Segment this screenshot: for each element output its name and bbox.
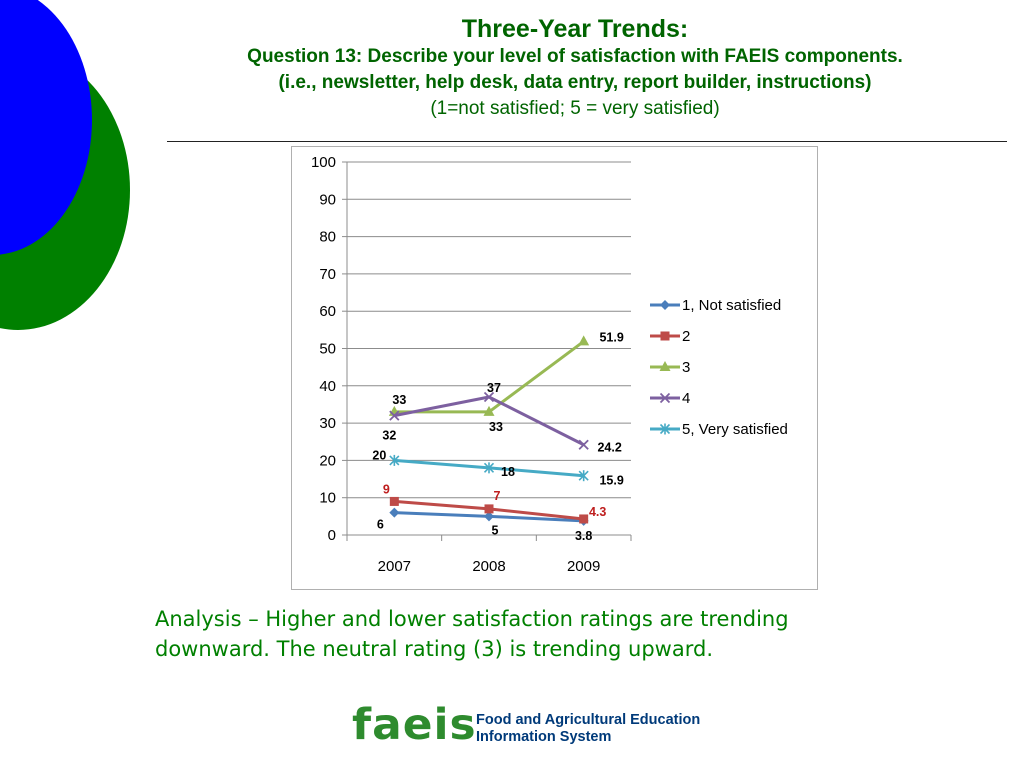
y-tick-label: 70 xyxy=(319,266,336,283)
data-point-marker xyxy=(578,439,589,450)
slide-header: Three-Year Trends: Question 13: Describe… xyxy=(140,14,1010,122)
analysis-line-1: Analysis – Higher and lower satisfaction… xyxy=(155,607,789,631)
data-point-marker xyxy=(578,335,590,346)
legend-swatch-marker xyxy=(659,392,671,404)
diamond-marker-shape xyxy=(389,507,400,518)
square-marker-shape xyxy=(579,514,589,524)
y-tick-label: 30 xyxy=(319,415,336,432)
y-tick-label: 90 xyxy=(319,191,336,208)
data-label: 3.8 xyxy=(575,529,592,543)
legend-item: 5, Very satisfied xyxy=(650,421,788,438)
y-tick-label: 10 xyxy=(319,490,336,507)
data-point-marker xyxy=(389,507,400,518)
header-divider xyxy=(167,141,1007,142)
y-tick-label: 40 xyxy=(319,378,336,395)
triangle-marker-shape xyxy=(578,335,590,346)
data-label: 5 xyxy=(492,523,499,537)
x-marker-stroke xyxy=(659,392,671,404)
legend-item: 4 xyxy=(650,390,690,407)
legend-swatch-marker xyxy=(659,361,671,371)
data-label: 24.2 xyxy=(597,441,621,455)
data-label: 18 xyxy=(501,465,515,479)
data-label: 20 xyxy=(372,448,386,462)
legend-swatch-marker xyxy=(660,331,670,341)
data-label: 32 xyxy=(382,429,396,443)
y-tick-label: 100 xyxy=(311,154,336,171)
faeis-logo-text: Food and Agricultural Education Informat… xyxy=(476,712,700,746)
x-tick-label: 2007 xyxy=(378,558,411,575)
triangle-marker-shape xyxy=(483,405,495,416)
y-tick-label: 80 xyxy=(319,229,336,246)
y-tick-label: 60 xyxy=(319,303,336,320)
x-marker-stroke xyxy=(483,391,495,403)
legend-item: 2 xyxy=(650,328,690,345)
x-tick-label: 2009 xyxy=(567,558,600,575)
logo-line-2: Information System xyxy=(476,729,612,745)
data-point-marker xyxy=(484,504,494,514)
slide-title: Three-Year Trends: xyxy=(461,15,689,43)
square-marker-shape xyxy=(660,331,670,341)
triangle-marker-shape xyxy=(659,361,671,371)
legend-swatch-marker xyxy=(659,423,671,435)
question-text: Question 13: Describe your level of sati… xyxy=(247,46,903,67)
y-tick-label: 50 xyxy=(319,341,336,358)
analysis-text: Analysis – Higher and lower satisfaction… xyxy=(155,604,975,664)
data-label: 6 xyxy=(377,518,384,532)
blue-oval xyxy=(0,0,92,255)
analysis-line-2: downward. The neutral rating (3) is tren… xyxy=(155,637,713,661)
rating-scale-note: (1=not satisfied; 5 = very satisfied) xyxy=(430,98,720,119)
data-point-marker xyxy=(483,391,495,403)
data-label: 15.9 xyxy=(599,474,623,488)
data-point-marker xyxy=(389,410,400,421)
x-tick-label: 2008 xyxy=(472,558,505,575)
satisfaction-line-chart: 0 10 20 30 40 50 60 70 80 90 100 2007 2008 2009 6 5 3.… xyxy=(291,146,818,590)
y-tick-label: 0 xyxy=(328,527,336,544)
logo-line-1: Food and Agricultural Education xyxy=(476,712,701,728)
legend-label: 1, Not satisfied xyxy=(682,297,781,314)
data-point-marker xyxy=(483,462,495,474)
legend-item: 3 xyxy=(650,359,690,376)
legend-label: 3 xyxy=(682,359,690,376)
data-point-marker xyxy=(483,405,495,416)
legend-label: 4 xyxy=(682,390,690,407)
chart-frame xyxy=(291,146,818,590)
question-examples: (i.e., newsletter, help desk, data entry… xyxy=(278,72,872,93)
legend-item: 1, Not satisfied xyxy=(650,297,781,314)
diamond-marker-shape xyxy=(660,300,670,310)
decorative-ovals xyxy=(0,0,130,330)
data-point-marker xyxy=(578,470,589,482)
square-marker-shape xyxy=(484,504,494,514)
legend-swatch-marker xyxy=(660,300,670,310)
data-label: 37 xyxy=(487,381,501,395)
legend-label: 2 xyxy=(682,328,690,345)
data-point-marker xyxy=(389,496,399,506)
data-label: 7 xyxy=(494,489,501,503)
square-marker-shape xyxy=(389,496,399,506)
y-tick-label: 20 xyxy=(319,452,336,469)
legend-label: 5, Very satisfied xyxy=(682,421,788,438)
data-label: 9 xyxy=(383,482,390,496)
data-label: 4.3 xyxy=(589,505,606,519)
data-point-marker xyxy=(579,514,589,524)
x-marker-stroke xyxy=(578,439,589,450)
data-label: 33 xyxy=(392,393,406,407)
data-label: 33 xyxy=(489,420,503,434)
faeis-logo: faeis xyxy=(352,700,477,750)
data-label: 51.9 xyxy=(599,330,623,344)
data-point-marker xyxy=(389,454,400,466)
x-marker-stroke xyxy=(389,410,400,421)
